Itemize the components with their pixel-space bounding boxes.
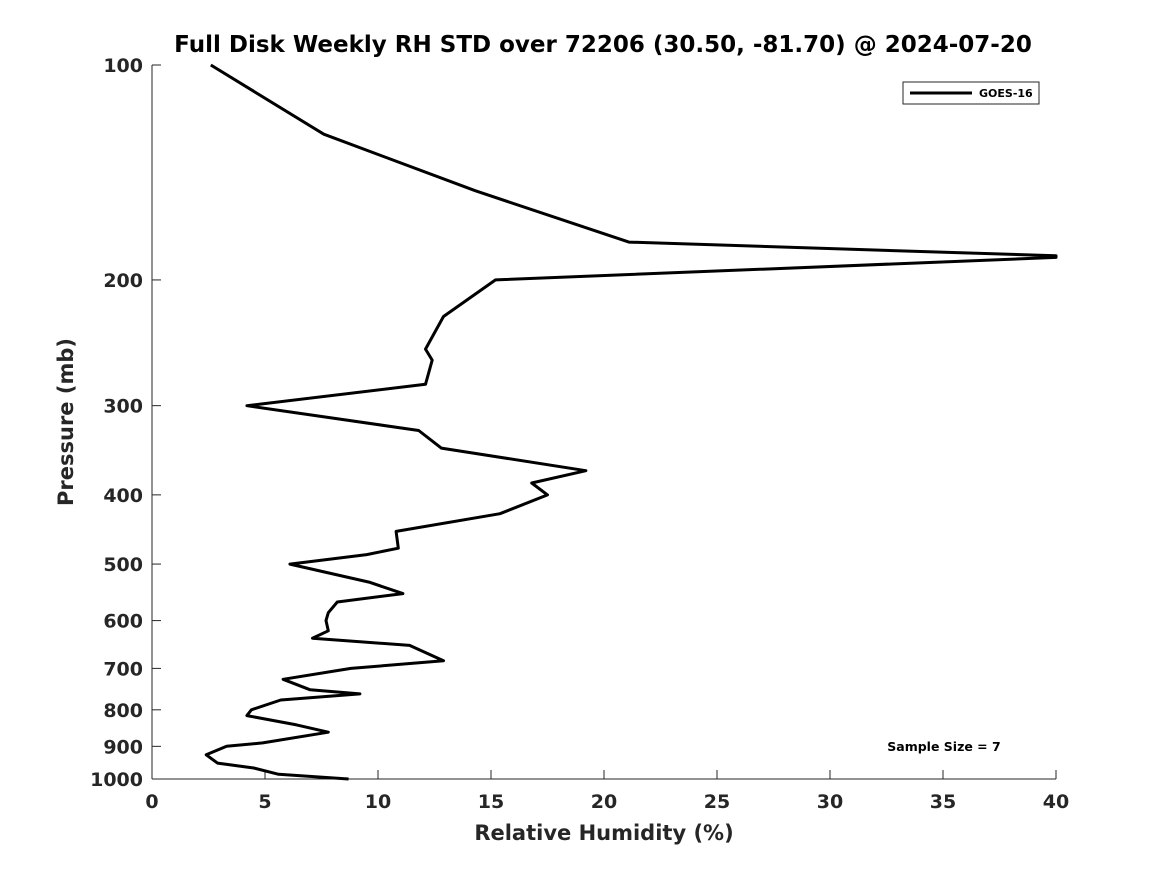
y-tick-label: 800 [103, 700, 143, 722]
y-tick-label: 500 [103, 554, 143, 576]
chart-title: Full Disk Weekly RH STD over 72206 (30.5… [174, 32, 1032, 58]
x-tick-label: 10 [365, 791, 391, 813]
x-tick-label: 30 [817, 791, 843, 813]
y-axis-label: Pressure (mb) [54, 338, 78, 506]
y-tick-label: 700 [103, 658, 143, 680]
x-axis-label: Relative Humidity (%) [474, 821, 733, 845]
legend-entry-goes-16: GOES-16 [979, 87, 1033, 100]
sample-size-annotation: Sample Size = 7 [887, 739, 1000, 754]
x-tick-label: 5 [258, 791, 271, 813]
x-tick-label: 20 [591, 791, 617, 813]
y-tick-label: 200 [103, 270, 143, 292]
y-tick-label: 400 [103, 485, 143, 507]
y-tick-label: 100 [103, 55, 143, 77]
y-tick-label: 300 [103, 396, 143, 418]
y-axis-ticks: 100 200 300 400 500 600 700 800 900 1000 [90, 55, 161, 791]
x-tick-label: 35 [930, 791, 956, 813]
y-tick-label: 1000 [90, 769, 143, 791]
x-tick-label: 40 [1043, 791, 1069, 813]
y-tick-label: 600 [103, 611, 143, 633]
x-axis-ticks: 0 5 10 15 20 25 30 35 40 [145, 770, 1069, 813]
x-tick-label: 25 [704, 791, 730, 813]
legend: GOES-16 [902, 81, 1040, 105]
x-tick-label: 15 [478, 791, 504, 813]
x-tick-label: 0 [145, 791, 158, 813]
y-tick-label: 900 [103, 736, 143, 758]
series-line-goes-16 [204, 63, 1058, 781]
plot-area: 0 5 10 15 20 25 30 35 40 100 200 300 400 500 600 700 80… [90, 55, 1069, 813]
